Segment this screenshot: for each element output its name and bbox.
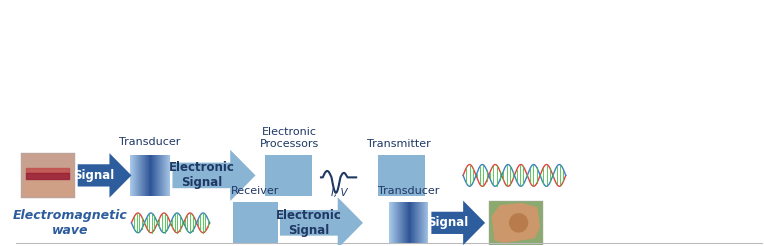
Bar xyxy=(132,155,134,196)
Bar xyxy=(407,202,408,244)
Bar xyxy=(399,202,400,244)
Text: I, V: I, V xyxy=(332,188,348,198)
Bar xyxy=(413,202,414,244)
Bar xyxy=(153,155,154,196)
Bar xyxy=(416,202,418,244)
Bar xyxy=(402,202,403,244)
Text: Receiver: Receiver xyxy=(231,186,280,196)
Bar xyxy=(136,155,138,196)
Polygon shape xyxy=(280,197,363,246)
Bar xyxy=(415,202,416,244)
Bar xyxy=(390,202,391,244)
Bar xyxy=(144,155,145,196)
Bar xyxy=(21,153,75,198)
Bar xyxy=(141,155,142,196)
Bar xyxy=(134,155,135,196)
Bar xyxy=(397,202,398,244)
Bar xyxy=(425,202,426,244)
Bar xyxy=(233,202,278,244)
Bar xyxy=(143,155,144,196)
Bar xyxy=(394,202,395,244)
Bar xyxy=(155,155,156,196)
Bar xyxy=(423,202,425,244)
Bar xyxy=(146,155,147,196)
Bar xyxy=(408,202,409,244)
Bar xyxy=(428,202,429,244)
Text: Electromagnetic
wave: Electromagnetic wave xyxy=(12,209,128,237)
Bar xyxy=(418,202,419,244)
Bar xyxy=(489,201,542,245)
Bar xyxy=(131,155,132,196)
Bar xyxy=(152,155,153,196)
Bar xyxy=(419,202,421,244)
Bar xyxy=(160,155,162,196)
Bar xyxy=(411,202,412,244)
Bar xyxy=(409,202,410,244)
Bar xyxy=(166,155,167,196)
Bar xyxy=(158,155,159,196)
Bar xyxy=(426,202,428,244)
Bar xyxy=(139,155,141,196)
Bar xyxy=(406,202,407,244)
Bar xyxy=(410,202,411,244)
Bar xyxy=(154,155,155,196)
Bar xyxy=(147,155,148,196)
Text: Electronic
Processors: Electronic Processors xyxy=(260,127,319,149)
Text: Electronic
Signal: Electronic Signal xyxy=(168,161,235,189)
Bar xyxy=(401,202,402,244)
Bar xyxy=(151,155,152,196)
Bar xyxy=(142,155,143,196)
Bar xyxy=(404,202,405,244)
Polygon shape xyxy=(78,153,131,198)
Bar xyxy=(400,202,401,244)
Bar xyxy=(392,202,393,244)
Text: Transducer: Transducer xyxy=(378,186,439,196)
Polygon shape xyxy=(492,203,540,243)
Bar xyxy=(393,202,394,244)
Text: Transmitter: Transmitter xyxy=(367,139,431,149)
Bar xyxy=(138,155,139,196)
Bar xyxy=(421,202,422,244)
Text: Signal: Signal xyxy=(426,216,468,229)
Bar xyxy=(150,155,151,196)
Bar xyxy=(159,155,160,196)
Bar xyxy=(395,202,397,244)
Text: Signal: Signal xyxy=(73,169,114,182)
Bar xyxy=(377,155,425,196)
Text: Transducer: Transducer xyxy=(119,137,180,147)
Bar xyxy=(391,202,392,244)
Bar xyxy=(405,202,406,244)
Circle shape xyxy=(509,213,528,233)
Bar xyxy=(167,155,169,196)
Bar xyxy=(403,202,404,244)
Bar xyxy=(157,155,158,196)
Bar xyxy=(165,155,166,196)
Bar xyxy=(414,202,415,244)
Bar xyxy=(163,155,165,196)
Bar xyxy=(156,155,157,196)
Bar xyxy=(422,202,423,244)
Bar xyxy=(148,155,149,196)
Bar xyxy=(412,202,413,244)
Bar xyxy=(169,155,170,196)
Polygon shape xyxy=(173,150,255,201)
Text: Electronic
Signal: Electronic Signal xyxy=(276,209,342,237)
Bar xyxy=(265,155,312,196)
Polygon shape xyxy=(432,201,485,245)
Bar xyxy=(145,155,146,196)
Bar xyxy=(162,155,163,196)
Bar xyxy=(135,155,136,196)
Bar xyxy=(149,155,150,196)
Bar xyxy=(398,202,399,244)
